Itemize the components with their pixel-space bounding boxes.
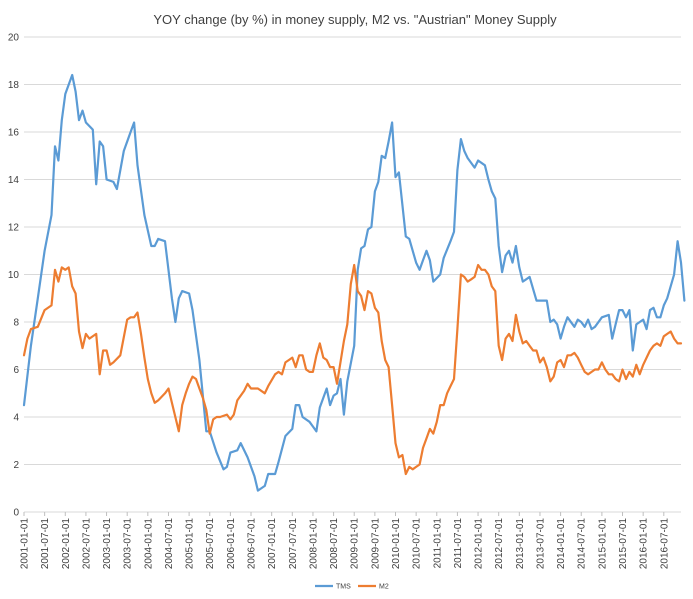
y-tick-label: 0 (13, 508, 19, 519)
x-tick-label: 2007-01-01 (267, 518, 278, 570)
x-tick-label: 2008-01-01 (308, 518, 319, 570)
x-tick-label: 2001-07-01 (40, 518, 51, 570)
x-tick-label: 2013-07-01 (535, 518, 546, 570)
x-tick-label: 2011-01-01 (432, 518, 443, 569)
x-tick-label: 2014-01-01 (556, 518, 567, 570)
x-tick-label: 2002-07-01 (81, 518, 92, 570)
series-line-tms (22, 73, 686, 492)
x-tick-label: 2010-01-01 (391, 518, 402, 570)
y-tick-label: 8 (13, 318, 19, 329)
series-line-m2 (22, 263, 683, 476)
x-tick-label: 2005-07-01 (205, 518, 216, 570)
x-tick-label: 2002-01-01 (61, 518, 72, 570)
x-tick-label: 2001-01-01 (20, 518, 31, 570)
x-tick-label: 2013-01-01 (515, 518, 526, 570)
x-tick-label: 2007-07-01 (288, 518, 299, 570)
x-tick-label: 2006-01-01 (226, 518, 237, 570)
y-tick-label: 14 (8, 175, 20, 186)
y-tick-label: 2 (13, 460, 19, 471)
chart-title: YOY change (by %) in money supply, M2 vs… (153, 12, 557, 27)
x-tick-label: 2003-01-01 (102, 518, 113, 570)
x-tick-label: 2016-07-01 (659, 518, 670, 570)
x-tick-label: 2010-07-01 (412, 518, 423, 570)
x-tick-label: 2006-07-01 (247, 518, 258, 570)
y-tick-label: 6 (13, 365, 19, 376)
y-axis-ticks: 0 2 4 6 8 10 12 14 16 18 20 (8, 33, 20, 519)
y-tick-label: 4 (13, 413, 19, 424)
y-tick-label: 20 (8, 33, 20, 44)
x-tick-label: 2012-07-01 (494, 518, 505, 570)
x-tick-label: 2009-07-01 (370, 518, 381, 570)
series-lines (22, 73, 686, 492)
x-axis-ticks: 2001-01-01 2001-07-01 2002-01-01 2002-07-01… (20, 512, 670, 570)
x-tick-label: 2015-07-01 (618, 518, 629, 570)
x-tick-label: 2005-01-01 (185, 518, 196, 570)
x-tick-label: 2016-01-01 (639, 518, 650, 570)
legend-label-m2: M2 (379, 584, 389, 591)
x-tick-label: 2011-07-01 (453, 518, 464, 569)
x-tick-label: 2015-01-01 (597, 518, 608, 570)
legend: TMS M2 (315, 584, 389, 591)
x-tick-label: 2009-01-01 (350, 518, 361, 570)
y-tick-label: 18 (8, 80, 20, 91)
y-tick-label: 12 (8, 223, 20, 234)
x-tick-label: 2004-07-01 (164, 518, 175, 570)
x-tick-label: 2003-07-01 (123, 518, 134, 570)
x-tick-label: 2012-01-01 (474, 518, 485, 570)
x-tick-label: 2014-07-01 (577, 518, 588, 570)
x-tick-label: 2004-01-01 (143, 518, 154, 570)
x-tick-label: 2008-07-01 (329, 518, 340, 570)
y-tick-label: 10 (8, 270, 20, 281)
legend-label-tms: TMS (336, 584, 351, 591)
y-tick-label: 16 (8, 128, 20, 139)
